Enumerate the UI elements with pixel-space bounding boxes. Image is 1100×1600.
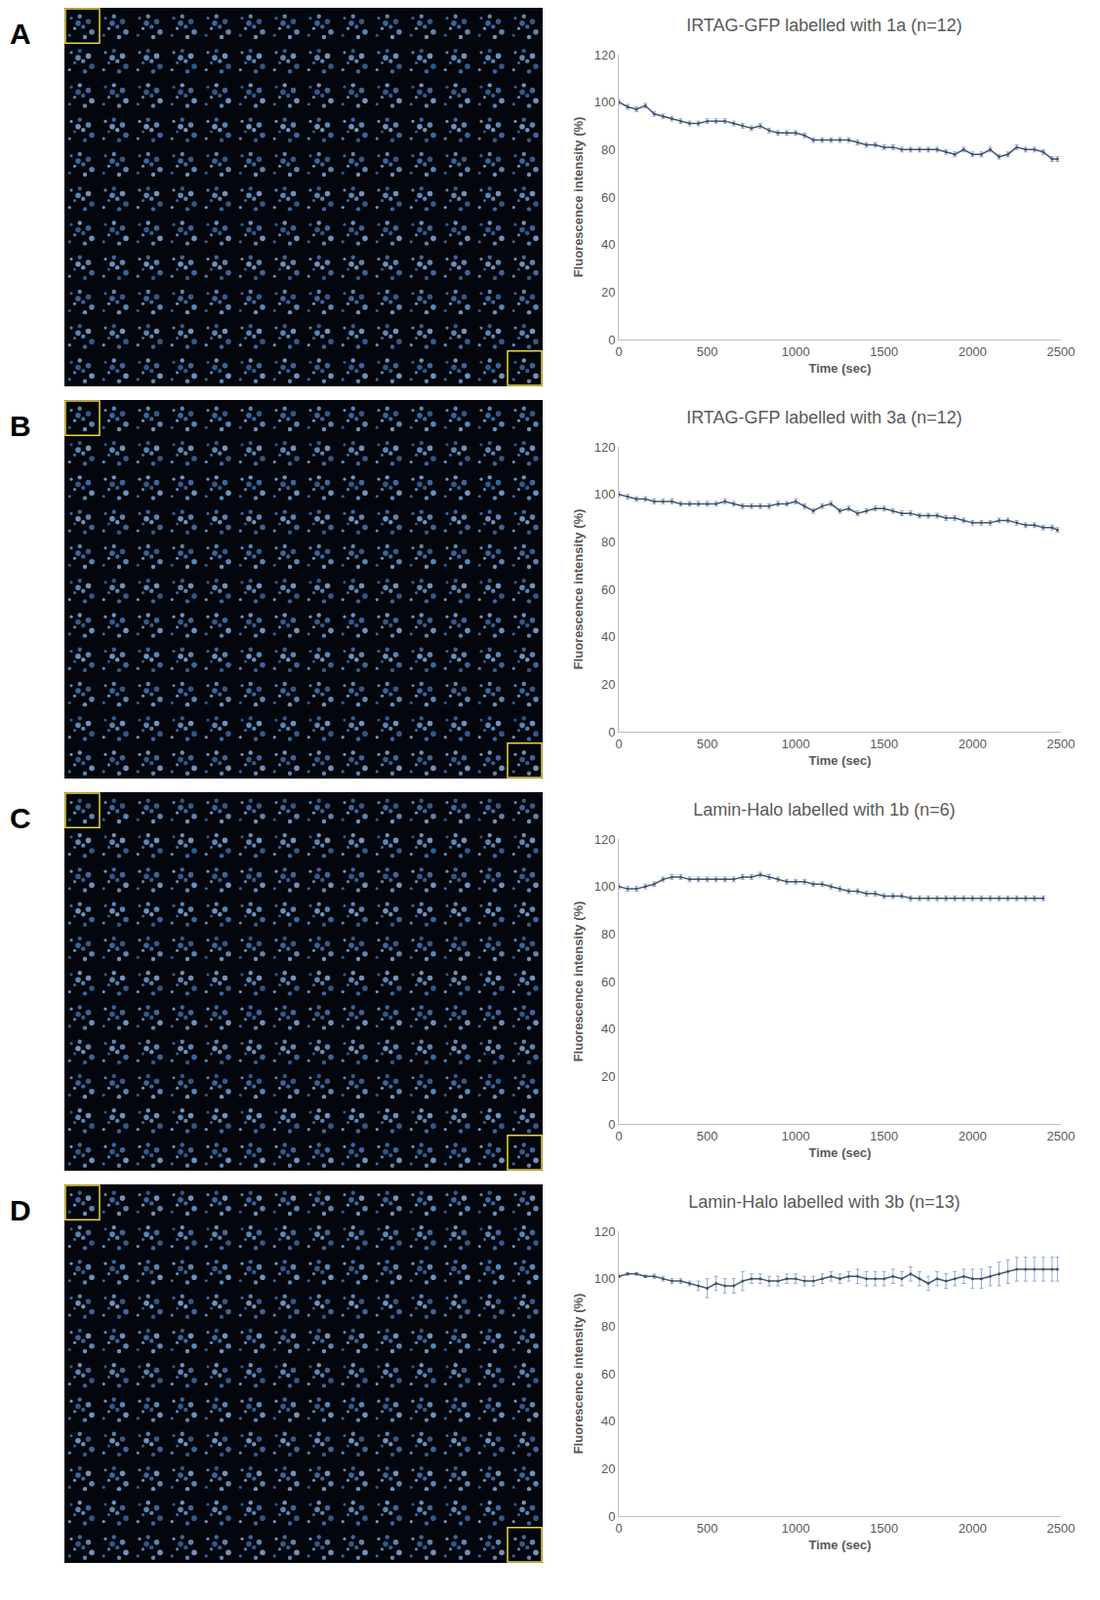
svg-text:500: 500 (696, 736, 719, 752)
svg-text:2500: 2500 (1047, 344, 1076, 360)
svg-text:20: 20 (601, 285, 615, 300)
svg-text:40: 40 (601, 629, 615, 645)
svg-text:2000: 2000 (958, 344, 987, 360)
svg-text:Lamin-Halo labelled with 3b (n: Lamin-Halo labelled with 3b (n=13) (688, 1192, 961, 1213)
svg-text:500: 500 (696, 344, 719, 360)
svg-text:40: 40 (601, 1021, 615, 1037)
svg-text:500: 500 (696, 1129, 719, 1144)
svg-text:100: 100 (594, 94, 616, 110)
svg-text:100: 100 (594, 1271, 616, 1287)
svg-text:1000: 1000 (781, 736, 811, 752)
svg-text:60: 60 (601, 1367, 615, 1383)
svg-text:100: 100 (594, 879, 616, 895)
svg-text:2000: 2000 (958, 1129, 987, 1144)
svg-text:80: 80 (601, 1319, 615, 1335)
svg-text:0: 0 (614, 1129, 622, 1144)
svg-text:80: 80 (601, 534, 615, 550)
svg-text:20: 20 (601, 1069, 615, 1085)
svg-text:IRTAG-GFP labelled with 1a (n=: IRTAG-GFP labelled with 1a (n=12) (686, 15, 963, 36)
svg-text:80: 80 (601, 927, 615, 942)
svg-text:Time (sec): Time (sec) (808, 1538, 871, 1553)
svg-text:2000: 2000 (958, 736, 987, 752)
svg-text:Lamin-Halo labelled with 1b (n: Lamin-Halo labelled with 1b (n=6) (692, 800, 956, 820)
svg-text:Fluorescence intensity (%): Fluorescence intensity (%) (570, 117, 586, 279)
svg-text:1500: 1500 (869, 1521, 898, 1537)
svg-text:Time (sec): Time (sec) (808, 753, 871, 769)
svg-text:0: 0 (608, 1509, 615, 1525)
svg-text:120: 120 (594, 440, 616, 455)
svg-text:20: 20 (601, 677, 615, 693)
svg-text:40: 40 (601, 1414, 615, 1429)
svg-text:1500: 1500 (869, 344, 898, 360)
svg-text:60: 60 (601, 975, 615, 990)
svg-text:1000: 1000 (781, 1129, 811, 1144)
svg-text:0: 0 (614, 1521, 622, 1537)
svg-text:2000: 2000 (958, 1521, 987, 1537)
svg-text:2500: 2500 (1047, 1129, 1076, 1144)
svg-text:Time (sec): Time (sec) (808, 361, 871, 376)
svg-text:80: 80 (601, 142, 615, 158)
svg-text:120: 120 (594, 832, 616, 848)
svg-text:0: 0 (614, 736, 622, 752)
svg-text:500: 500 (696, 1521, 719, 1537)
svg-text:0: 0 (608, 1117, 615, 1133)
html-text:D: D (9, 1194, 31, 1227)
svg-text:Fluorescence intensity (%): Fluorescence intensity (%) (570, 1294, 586, 1456)
svg-text:1500: 1500 (869, 1129, 898, 1144)
svg-text:Time (sec): Time (sec) (808, 1145, 871, 1161)
svg-text:Fluorescence intensity (%): Fluorescence intensity (%) (570, 901, 586, 1063)
svg-text:40: 40 (601, 237, 615, 252)
svg-text:0: 0 (608, 332, 615, 348)
svg-text:2500: 2500 (1047, 736, 1076, 752)
svg-text:0: 0 (614, 344, 622, 360)
svg-text:120: 120 (594, 1224, 616, 1240)
svg-text:Fluorescence intensity (%): Fluorescence intensity (%) (570, 509, 586, 671)
svg-text:120: 120 (594, 47, 616, 63)
svg-text:100: 100 (594, 487, 616, 502)
svg-text:20: 20 (601, 1462, 615, 1477)
html-text:B: B (9, 409, 31, 443)
svg-text:2500: 2500 (1047, 1521, 1076, 1537)
svg-text:60: 60 (601, 582, 615, 598)
svg-text:0: 0 (608, 725, 615, 740)
svg-text:1000: 1000 (781, 1521, 811, 1537)
svg-text:1000: 1000 (781, 344, 811, 360)
html-text:A: A (9, 17, 31, 50)
html-text:C: C (9, 802, 31, 835)
svg-text:IRTAG-GFP labelled with 3a (n=: IRTAG-GFP labelled with 3a (n=12) (686, 407, 963, 428)
svg-text:60: 60 (601, 190, 615, 205)
svg-text:1500: 1500 (869, 736, 898, 752)
